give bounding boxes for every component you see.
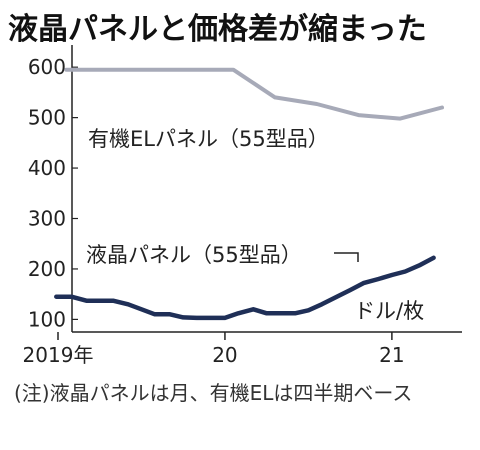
y-axis: 100 200 300 400 500 600 (28, 45, 78, 332)
y-tick-label: 500 (28, 106, 66, 130)
footnote: (注)液晶パネルは月、有機ELは四半期ベース (14, 381, 413, 405)
x-tick-label: 2019年 (23, 343, 94, 367)
unit-label: ドル/枚 (354, 299, 424, 323)
x-tick-label: 21 (379, 343, 404, 367)
chart-title: 液晶パネルと価格差が縮まった (8, 12, 427, 47)
x-tick-label: 20 (212, 343, 237, 367)
x-axis: 2019年 20 21 (23, 331, 462, 367)
y-tick-label: 400 (28, 156, 66, 180)
y-tick-label: 200 (28, 257, 66, 281)
series-line-lcd (54, 255, 436, 321)
y-tick-label: 600 (28, 55, 66, 79)
series-line-oled (64, 67, 444, 121)
series-group (54, 67, 444, 321)
series-label-lcd: 液晶パネル（55型品） (86, 243, 302, 267)
y-tick-label: 300 (28, 207, 66, 231)
series-label-leader-line (334, 252, 359, 262)
series-label-oled: 有機ELパネル（55型品） (88, 127, 329, 151)
y-tick-label: 100 (28, 307, 66, 331)
